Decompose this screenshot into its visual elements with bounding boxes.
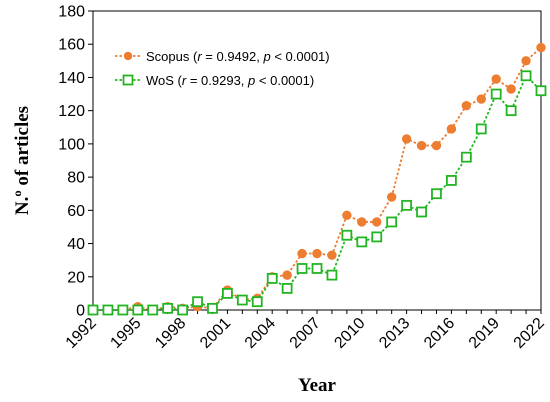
data-point (162, 302, 174, 314)
legend-marker (122, 74, 134, 86)
data-point (490, 88, 502, 100)
data-point (445, 175, 457, 186)
x-tick-label: 1995 (107, 315, 144, 352)
data-point (87, 304, 99, 316)
legend-item: Scopus (r = 0.9492, p < 0.0001) (115, 49, 330, 64)
data-point (416, 206, 427, 218)
data-point (416, 140, 427, 151)
x-tick-label: 2022 (511, 315, 548, 352)
data-point (536, 42, 546, 53)
data-point (312, 248, 322, 259)
data-point (431, 140, 442, 151)
data-point (505, 105, 517, 117)
legend-label: WoS (r = 0.9293, p < 0.0001) (146, 73, 314, 88)
y-tick-label: 140 (58, 70, 85, 87)
data-point (386, 216, 398, 228)
data-point (446, 124, 457, 134)
data-point (357, 217, 367, 227)
data-point (297, 248, 307, 259)
x-tick-label: 1998 (152, 315, 189, 352)
y-tick-label: 180 (58, 4, 85, 21)
data-point (506, 84, 516, 94)
data-point (372, 217, 382, 227)
y-tick-label: 20 (67, 269, 85, 286)
data-point (207, 302, 218, 314)
data-point (236, 294, 248, 306)
data-point (132, 304, 144, 316)
x-tick-label: 2019 (466, 315, 503, 352)
x-tick-label: 2010 (331, 315, 368, 352)
data-point (460, 151, 472, 163)
x-tick-label: 2013 (376, 315, 413, 352)
y-tick-label: 160 (58, 37, 85, 54)
series-layer (87, 42, 547, 316)
y-axis-title: N.º of articles (12, 106, 33, 215)
y-tick-label: 80 (67, 170, 85, 187)
x-tick-label: 2001 (197, 315, 234, 352)
data-point (192, 296, 203, 308)
data-point (221, 287, 233, 299)
data-point (281, 283, 293, 294)
data-point (371, 231, 383, 243)
data-point (535, 85, 547, 97)
data-point (147, 304, 159, 316)
x-tick-label: 2016 (421, 315, 458, 352)
data-point (461, 100, 472, 111)
data-point (327, 250, 337, 260)
data-point (117, 304, 129, 316)
data-point (177, 304, 189, 316)
series-line (93, 74, 542, 311)
legend-marker (123, 51, 133, 61)
x-axis-title: Year (298, 375, 337, 396)
data-point (251, 296, 263, 308)
data-point (342, 210, 352, 221)
data-point (520, 70, 532, 82)
data-point (401, 134, 412, 144)
legend: Scopus (r = 0.9492, p < 0.0001) WoS (r = … (115, 49, 330, 88)
y-tick-label: 120 (58, 103, 85, 120)
y-tick-label: 0 (76, 303, 85, 320)
data-point (326, 269, 338, 281)
data-point (491, 74, 501, 84)
series-wos (87, 70, 547, 316)
x-tick-label: 2004 (242, 315, 279, 352)
x-tick-label: 1992 (63, 315, 100, 352)
data-point (282, 270, 292, 280)
data-point (476, 94, 486, 104)
legend-item: WoS (r = 0.9293, p < 0.0001) (115, 73, 314, 88)
data-point (475, 123, 487, 135)
y-tick-label: 60 (67, 203, 85, 220)
y-tick-label: 40 (67, 236, 85, 253)
data-point (431, 188, 442, 200)
data-point (102, 304, 114, 316)
data-point (386, 192, 397, 202)
data-point (311, 263, 323, 274)
y-tick-label: 100 (58, 136, 85, 153)
data-point (266, 273, 278, 284)
data-point (401, 199, 413, 211)
data-point (521, 56, 531, 66)
x-tick-label: 2007 (287, 315, 324, 352)
legend-label: Scopus (r = 0.9492, p < 0.0001) (146, 49, 330, 64)
data-point (296, 263, 308, 274)
data-point (356, 236, 368, 248)
data-point (341, 229, 353, 241)
